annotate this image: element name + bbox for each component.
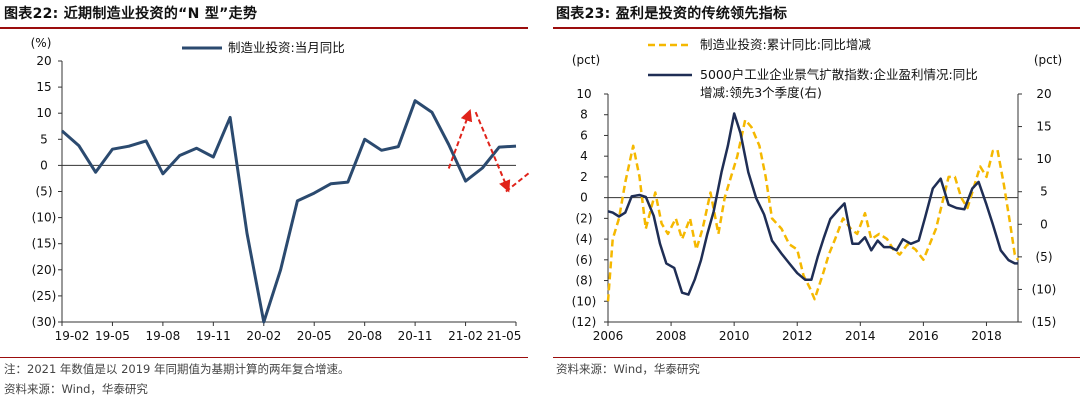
right-left-tick-label: (10) xyxy=(572,294,597,308)
right-right-tick-label: 15 xyxy=(1036,120,1051,134)
left-x-tick-label: 19-02 xyxy=(55,329,90,343)
left-y-unit: (%) xyxy=(31,36,52,50)
left-note: 注：2021 年数值是以 2019 年同期值为基期计算的两年复合增速。 xyxy=(4,362,350,376)
left-x-tick-label: 19-08 xyxy=(145,329,180,343)
right-right-tick-label: (5) xyxy=(1036,250,1053,264)
right-x-tick-label: 2008 xyxy=(656,329,687,343)
left-dashed-arrow xyxy=(474,111,511,193)
right-x-tick-label: 2010 xyxy=(719,329,750,343)
right-left-tick-label: 2 xyxy=(580,170,588,184)
left-chart: (%) 20 15 10 5 0 (5) (10) (15) (20) (25) (30) 19-02… xyxy=(31,36,530,343)
left-x-tick-label: 20-02 xyxy=(246,329,281,343)
left-y-tick-label: (15) xyxy=(32,237,57,251)
left-y-tick-label: 0 xyxy=(40,158,48,172)
left-x-tick-label: 20-11 xyxy=(398,329,433,343)
right-series-yellow-dashed xyxy=(606,118,1020,302)
left-y-tick-label: 5 xyxy=(40,132,48,146)
left-x-tick-label: 21-05 xyxy=(487,329,522,343)
left-title-rule xyxy=(0,27,528,29)
left-chart-title: 图表22: 近期制造业投资的“N 型”走势 xyxy=(4,6,258,22)
right-chart-title: 图表23: 盈利是投资的传统领先指标 xyxy=(556,6,788,22)
left-y-tick-label: (10) xyxy=(32,211,57,225)
right-series-navy xyxy=(607,112,1018,296)
right-x-tick-label: 2018 xyxy=(971,329,1002,343)
right-title-rule xyxy=(553,27,1080,29)
right-left-tick-label: 4 xyxy=(580,149,588,163)
right-x-tick-label: 2016 xyxy=(908,329,939,343)
right-x-tick-label: 2012 xyxy=(782,329,813,343)
left-y-tick-label: (30) xyxy=(32,315,57,329)
right-right-tick-label: 0 xyxy=(1040,217,1048,231)
left-legend-label: 制造业投资:当月同比 xyxy=(228,40,345,55)
left-y-tick-label: (25) xyxy=(32,289,57,303)
right-source: 资料来源：Wind，华泰研究 xyxy=(556,362,700,376)
right-legend-label-1: 制造业投资:累计同比:同比增减 xyxy=(700,37,871,52)
left-y-tick-label: 15 xyxy=(36,80,51,94)
right-left-tick-label: 8 xyxy=(580,108,588,122)
left-y-tick-label: 20 xyxy=(36,54,51,68)
right-right-tick-label: (10) xyxy=(1032,282,1057,296)
right-left-tick-label: (4) xyxy=(576,232,593,246)
left-y-tick-label: 10 xyxy=(36,106,51,120)
right-left-tick-label: 0 xyxy=(580,191,588,205)
left-dashed-arrow xyxy=(505,170,530,193)
right-left-tick-label: 10 xyxy=(576,87,591,101)
right-left-tick-label: (12) xyxy=(572,315,597,329)
left-y-tick-label: (5) xyxy=(36,185,53,199)
left-dashed-arrow xyxy=(447,108,473,169)
right-chart: (pct) (pct)1086420(2)(4)(6)(8)(10)(12)201… xyxy=(572,37,1062,343)
right-legend-label-2a: 5000户工业企业景气扩散指数:企业盈利情况:同比 xyxy=(700,67,978,82)
right-left-tick-label: 6 xyxy=(580,128,588,142)
right-legend-label-2b: 增减:领先3个季度(右) xyxy=(700,85,822,100)
right-x-tick-label: 2006 xyxy=(593,329,624,343)
right-left-tick-label: (6) xyxy=(576,253,593,267)
right-left-tick-label: (2) xyxy=(576,211,593,225)
right-right-tick-label: 5 xyxy=(1040,185,1048,199)
left-series-line xyxy=(61,99,517,324)
left-x-tick-label: 21-02 xyxy=(448,329,483,343)
left-x-tick-label: 19-05 xyxy=(95,329,130,343)
left-x-tick-label: 19-11 xyxy=(196,329,231,343)
right-footer-rule xyxy=(553,357,1080,358)
right-right-tick-label: 20 xyxy=(1036,87,1051,101)
left-y-tick-label: (20) xyxy=(32,263,57,277)
right-left-unit: (pct) xyxy=(572,53,600,67)
right-right-tick-label: 10 xyxy=(1036,152,1051,166)
right-right-unit: (pct) xyxy=(1034,53,1062,67)
right-right-tick-label: (15) xyxy=(1032,315,1057,329)
left-footer-rule xyxy=(0,357,528,358)
right-x-tick-label: 2014 xyxy=(845,329,876,343)
left-x-tick-label: 20-08 xyxy=(347,329,382,343)
left-x-tick-label: 20-05 xyxy=(297,329,332,343)
left-source: 资料来源：Wind，华泰研究 xyxy=(4,382,148,396)
right-left-tick-label: (8) xyxy=(576,274,593,288)
